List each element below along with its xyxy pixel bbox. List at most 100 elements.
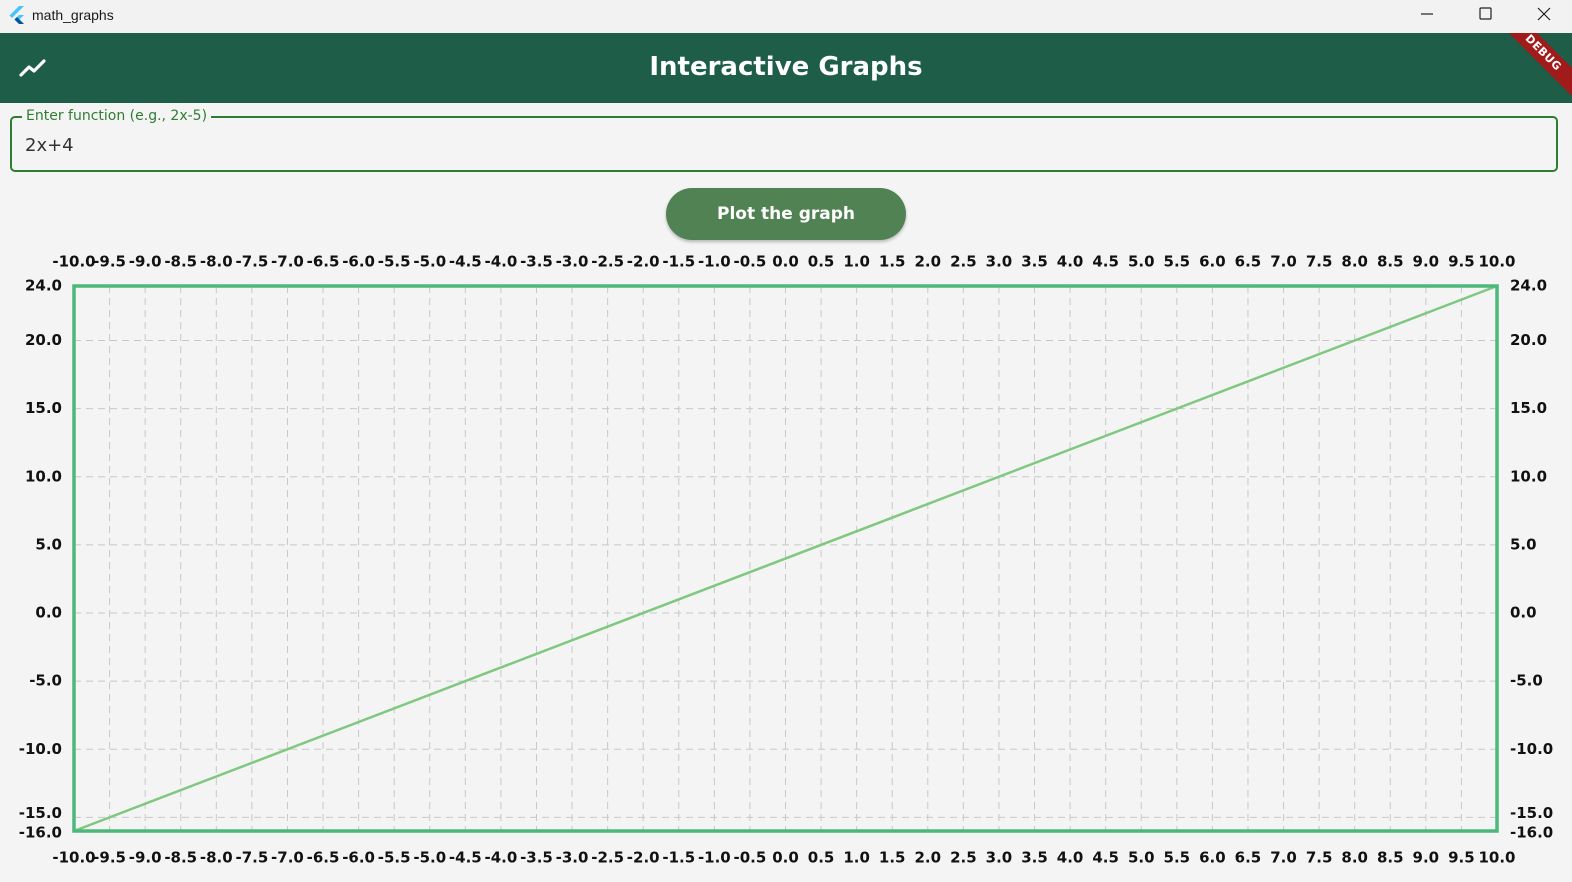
- x-tick-label-bottom: 2.5: [950, 849, 977, 867]
- x-tick-label-top: -4.0: [484, 253, 517, 271]
- x-tick-label-bottom: -3.5: [520, 849, 553, 867]
- x-tick-label-top: 3.5: [1021, 253, 1048, 271]
- function-input-field: Enter function (e.g., 2x-5): [10, 108, 1558, 172]
- x-tick-label-top: -9.0: [129, 253, 162, 271]
- x-tick-label-top: -8.5: [164, 253, 197, 271]
- x-tick-label-bottom: 4.0: [1057, 849, 1084, 867]
- x-tick-label-top: 4.5: [1092, 253, 1119, 271]
- y-tick-label-left: -5.0: [29, 672, 62, 690]
- x-tick-label-bottom: -8.0: [200, 849, 233, 867]
- x-tick-label-bottom: 5.0: [1128, 849, 1155, 867]
- y-tick-label-right: -16.0: [1510, 824, 1553, 842]
- x-tick-label-bottom: 1.5: [879, 849, 906, 867]
- x-tick-label-top: -4.5: [449, 253, 482, 271]
- close-button[interactable]: [1514, 0, 1572, 33]
- y-tick-label-right: 10.0: [1510, 467, 1547, 485]
- x-tick-label-top: -7.5: [235, 253, 268, 271]
- x-tick-label-bottom: 3.5: [1021, 849, 1048, 867]
- x-tick-label-bottom: -4.0: [484, 849, 517, 867]
- x-tick-label-bottom: -6.0: [342, 849, 375, 867]
- y-tick-label-left: -10.0: [19, 740, 62, 758]
- x-tick-label-bottom: -4.5: [449, 849, 482, 867]
- y-tick-label-right: 15.0: [1510, 399, 1547, 417]
- y-tick-label-right: -5.0: [1510, 672, 1543, 690]
- x-tick-label-bottom: -5.0: [413, 849, 446, 867]
- y-tick-label-right: -15.0: [1510, 804, 1553, 822]
- y-tick-label-left: 0.0: [35, 604, 62, 622]
- x-tick-label-bottom: 3.0: [986, 849, 1013, 867]
- x-tick-label-bottom: -6.5: [307, 849, 340, 867]
- x-tick-label-bottom: 5.5: [1164, 849, 1191, 867]
- page-title: Interactive Graphs: [649, 52, 923, 82]
- y-tick-label-left: 5.0: [35, 535, 62, 553]
- y-tick-label-left: -15.0: [19, 804, 62, 822]
- x-tick-label-top: -8.0: [200, 253, 233, 271]
- y-tick-label-right: 0.0: [1510, 604, 1537, 622]
- x-tick-label-bottom: -1.0: [698, 849, 731, 867]
- minimize-button[interactable]: [1398, 0, 1456, 33]
- x-tick-label-top: -3.5: [520, 253, 553, 271]
- x-tick-label-bottom: 6.5: [1235, 849, 1262, 867]
- x-tick-label-bottom: 10.0: [1478, 849, 1515, 867]
- x-tick-label-bottom: -5.5: [378, 849, 411, 867]
- x-tick-label-top: -1.0: [698, 253, 731, 271]
- x-tick-label-top: -5.5: [378, 253, 411, 271]
- x-tick-label-bottom: 6.0: [1199, 849, 1226, 867]
- x-tick-label-bottom: -3.0: [556, 849, 589, 867]
- function-graph[interactable]: -10.0-9.5 -9.0 -8.5 -8.0 -7.5 -7.0 -6.5 -6.0 -5.…: [0, 240, 1572, 882]
- x-tick-label-bottom: 0.5: [808, 849, 835, 867]
- x-tick-label-bottom: 7.0: [1270, 849, 1297, 867]
- plot-border: [72, 284, 1499, 833]
- x-tick-label-top: 1.5: [879, 253, 906, 271]
- x-tick-label-bottom: -2.0: [627, 849, 660, 867]
- plot-graph-button[interactable]: Plot the graph: [666, 188, 906, 240]
- y-tick-label-left: 15.0: [25, 399, 62, 417]
- x-tick-label-top: 10.0: [1478, 253, 1515, 271]
- x-tick-label-top: 1.0: [843, 253, 870, 271]
- y-tick-label-right: 24.0: [1510, 277, 1547, 295]
- x-tick-label-bottom: 9.0: [1413, 849, 1440, 867]
- x-tick-label-bottom: 9.5: [1448, 849, 1475, 867]
- maximize-button[interactable]: [1456, 0, 1514, 33]
- x-tick-label-bottom: 2.0: [915, 849, 942, 867]
- x-tick-label-top: 0.0: [772, 253, 799, 271]
- function-input-label: Enter function (e.g., 2x-5): [22, 108, 212, 124]
- y-tick-label-left: 24.0: [25, 277, 62, 295]
- x-tick-label-top: -6.5: [307, 253, 340, 271]
- x-tick-label-top: 9.5: [1448, 253, 1475, 271]
- x-tick-label-bottom: -7.0: [271, 849, 304, 867]
- y-tick-label-right: -10.0: [1510, 740, 1553, 758]
- x-tick-label-top: 2.0: [915, 253, 942, 271]
- x-tick-label-top: 6.0: [1199, 253, 1226, 271]
- y-tick-label-left: 20.0: [25, 331, 62, 349]
- app-bar: Interactive Graphs DEBUG: [0, 33, 1572, 103]
- x-tick-label-top: -7.0: [271, 253, 304, 271]
- x-tick-label-top: 4.0: [1057, 253, 1084, 271]
- y-tick-label-right: 20.0: [1510, 331, 1547, 349]
- x-tick-label-top: 6.5: [1235, 253, 1262, 271]
- x-tick-label-top: 9.0: [1413, 253, 1440, 271]
- x-tick-label-top: -2.5: [591, 253, 624, 271]
- window-titlebar: math_graphs: [0, 0, 1572, 33]
- y-tick-label-left: 10.0: [25, 467, 62, 485]
- function-input[interactable]: [25, 132, 1525, 158]
- x-tick-label-top: -2.0: [627, 253, 660, 271]
- x-tick-label-bottom: 4.5: [1092, 849, 1119, 867]
- x-tick-label-top: -5.0: [413, 253, 446, 271]
- y-tick-label-right: 5.0: [1510, 535, 1537, 553]
- x-tick-label-bottom: -7.5: [235, 849, 268, 867]
- x-tick-label-bottom: -8.5: [164, 849, 197, 867]
- x-tick-label-top: 2.5: [950, 253, 977, 271]
- x-tick-label-top: 7.0: [1270, 253, 1297, 271]
- x-tick-label-bottom: -1.5: [662, 849, 695, 867]
- x-tick-label-top: -0.5: [734, 253, 767, 271]
- x-tick-label-bottom: -0.5: [734, 849, 767, 867]
- y-tick-label-left: -16.0: [19, 824, 62, 842]
- trending-up-icon[interactable]: [19, 57, 47, 79]
- x-tick-label-top: 5.0: [1128, 253, 1155, 271]
- x-tick-label-top: 8.0: [1341, 253, 1368, 271]
- x-tick-label-top: -6.0: [342, 253, 375, 271]
- series-line: [73, 284, 1498, 833]
- x-tick-label-top: 7.5: [1306, 253, 1333, 271]
- x-tick-label-top: 8.5: [1377, 253, 1404, 271]
